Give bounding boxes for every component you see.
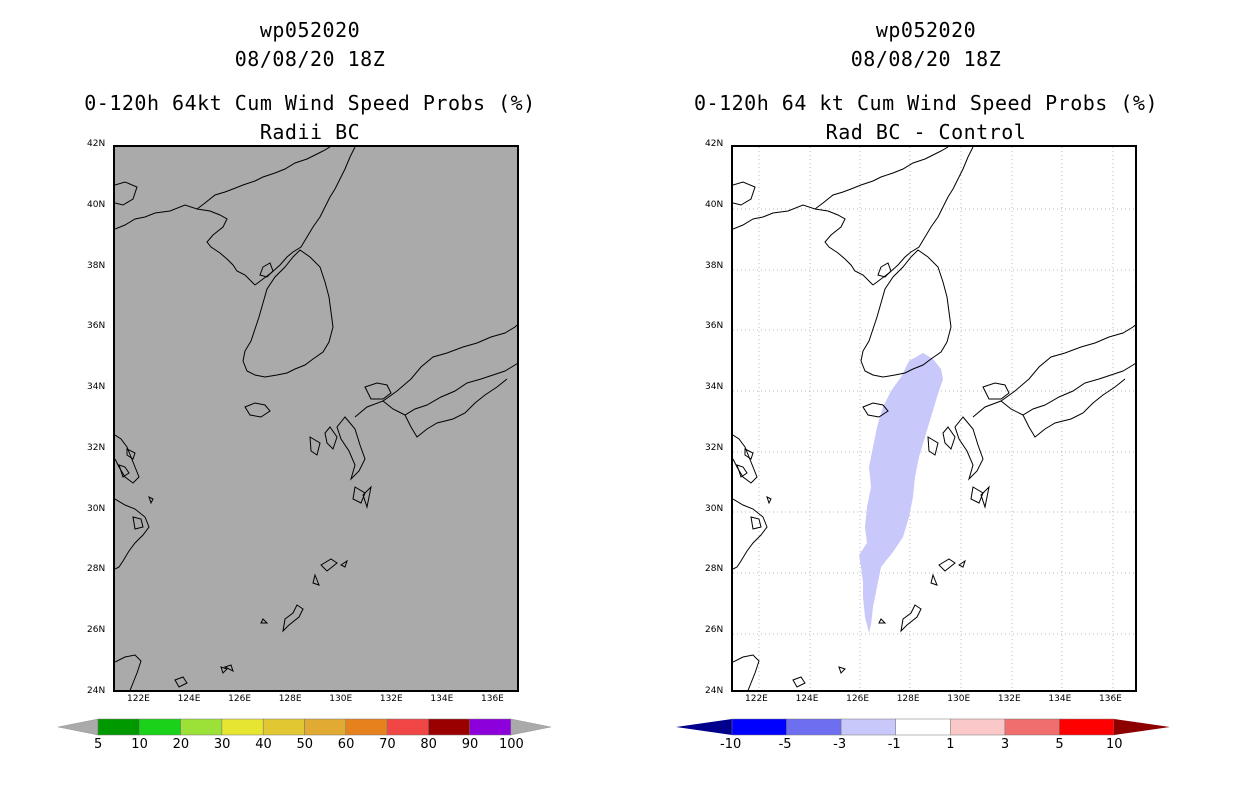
left-y-tick-42n: 42N [87, 139, 106, 149]
left-colorbar-label: 5 [94, 737, 103, 752]
left-colorbar-box [139, 718, 181, 736]
left-x-tick-134e: 134E [430, 694, 454, 704]
left-y-tick-32n: 32N [87, 442, 106, 453]
right-y-tick-28n: 28N [705, 564, 724, 575]
left-y-tick-26n: 26N [87, 625, 106, 636]
right-colorbar-box [1004, 718, 1060, 736]
right-colorbar-box [895, 718, 951, 736]
left-colorbar-box [469, 718, 512, 736]
left-colorbar-label: 50 [296, 737, 314, 752]
left-colorbar-label: 10 [131, 737, 148, 752]
left-colorbar-label: 70 [379, 737, 396, 752]
left-x-tick-136e: 136E [481, 694, 504, 704]
left-colorbar-label: 20 [172, 737, 190, 752]
right-x-tick-128e: 128E [896, 694, 920, 704]
right-colorbar-label: 1 [946, 737, 955, 752]
left-product-title: 0-120h 64kt Cum Wind Speed Probs (%) [84, 91, 536, 115]
right-subtitle: Rad BC - Control [825, 120, 1027, 144]
right-y-tick-40n: 40N [705, 199, 724, 210]
right-colorbar-box [786, 718, 842, 736]
right-x-tick-132e: 132E [997, 694, 1021, 704]
right-y-tick-32n: 32N [705, 442, 724, 453]
right-datetime: 08/08/20 18Z [850, 47, 1002, 71]
right-colorbar-label: 3 [1000, 737, 1010, 752]
right-colorbar-box [840, 718, 896, 736]
right-y-tick-34n: 34N [705, 382, 724, 393]
left-y-tick-28n: 28N [87, 564, 106, 575]
right-product-title: 0-120h 64 kt Cum Wind Speed Probs (%) [693, 91, 1159, 115]
left-y-tick-40n: 40N [87, 199, 106, 210]
right-colorbar-box [1059, 718, 1115, 736]
left-x-tick-130e: 130E [329, 694, 353, 704]
left-colorbar-label: 60 [337, 737, 355, 752]
right-x-tick-136e: 136E [1099, 694, 1122, 704]
left-y-tick-30n: 30N [87, 503, 106, 514]
right-colorbar-label: 10 [1106, 737, 1123, 752]
left-y-tick-24n: 24N [87, 686, 106, 696]
prob-difference-area [859, 353, 943, 633]
left-x-tick-128e: 128E [278, 694, 302, 704]
left-x-tick-132e: 132E [379, 694, 403, 704]
right-y-tick-26n: 26N [705, 625, 724, 636]
right-gridlines [733, 147, 1135, 690]
right-y-tick-42n: 42N [705, 139, 724, 149]
left-coastline-layer [115, 147, 517, 690]
left-subtitle: Radii BC [259, 120, 361, 144]
left-colorbar-box [345, 718, 388, 736]
left-x-tick-124e: 124E [177, 694, 201, 704]
right-y-tick-36n: 36N [705, 321, 724, 332]
left-colorbar-end-high [510, 718, 552, 736]
left-storm-id: wp052020 [259, 18, 361, 42]
left-colorbar-label: 90 [461, 737, 479, 752]
left-map [113, 145, 519, 692]
left-x-tick-126e: 126E [228, 694, 252, 704]
left-colorbar-box [180, 718, 223, 736]
right-colorbar-label: -10 [720, 737, 742, 752]
left-datetime: 08/08/20 18Z [234, 47, 386, 71]
right-map-layer [733, 147, 1135, 690]
right-colorbar-end-high [1114, 719, 1170, 735]
right-colorbar-label: -5 [778, 737, 792, 752]
left-colorbar-box [221, 718, 264, 736]
right-map [731, 145, 1137, 692]
right-colorbar-box [950, 718, 1006, 736]
right-x-tick-130e: 130E [947, 694, 971, 704]
left-colorbar-box [428, 718, 470, 736]
left-y-tick-34n: 34N [87, 382, 106, 393]
left-colorbar-end-low [57, 718, 99, 736]
right-storm-id: wp052020 [875, 18, 977, 42]
right-colorbar-box [731, 718, 787, 736]
left-colorbar-box [262, 718, 305, 736]
left-colorbar-label: 30 [213, 737, 231, 752]
left-y-tick-38n: 38N [87, 260, 106, 271]
right-colorbar-label: -3 [833, 737, 847, 752]
right-y-tick-24n: 24N [705, 686, 724, 696]
right-x-tick-122e: 122E [745, 694, 768, 704]
right-x-tick-126e: 126E [846, 694, 870, 704]
right-x-tick-134e: 134E [1048, 694, 1072, 704]
left-y-tick-36n: 36N [87, 321, 106, 332]
right-y-tick-38n: 38N [705, 260, 724, 271]
left-colorbar-box [97, 718, 140, 736]
left-colorbar-label: 100 [499, 737, 524, 752]
right-colorbar-label: -1 [887, 737, 901, 752]
left-colorbar-box [386, 718, 429, 736]
left-colorbar-box [304, 718, 347, 736]
right-colorbar-label: 5 [1055, 737, 1064, 752]
left-colorbar-label: 40 [255, 737, 272, 752]
right-x-tick-124e: 124E [795, 694, 819, 704]
right-colorbar-end-low [676, 719, 732, 735]
left-colorbar-label: 80 [420, 737, 437, 752]
right-y-tick-30n: 30N [705, 503, 724, 514]
left-x-tick-122e: 122E [127, 694, 150, 704]
